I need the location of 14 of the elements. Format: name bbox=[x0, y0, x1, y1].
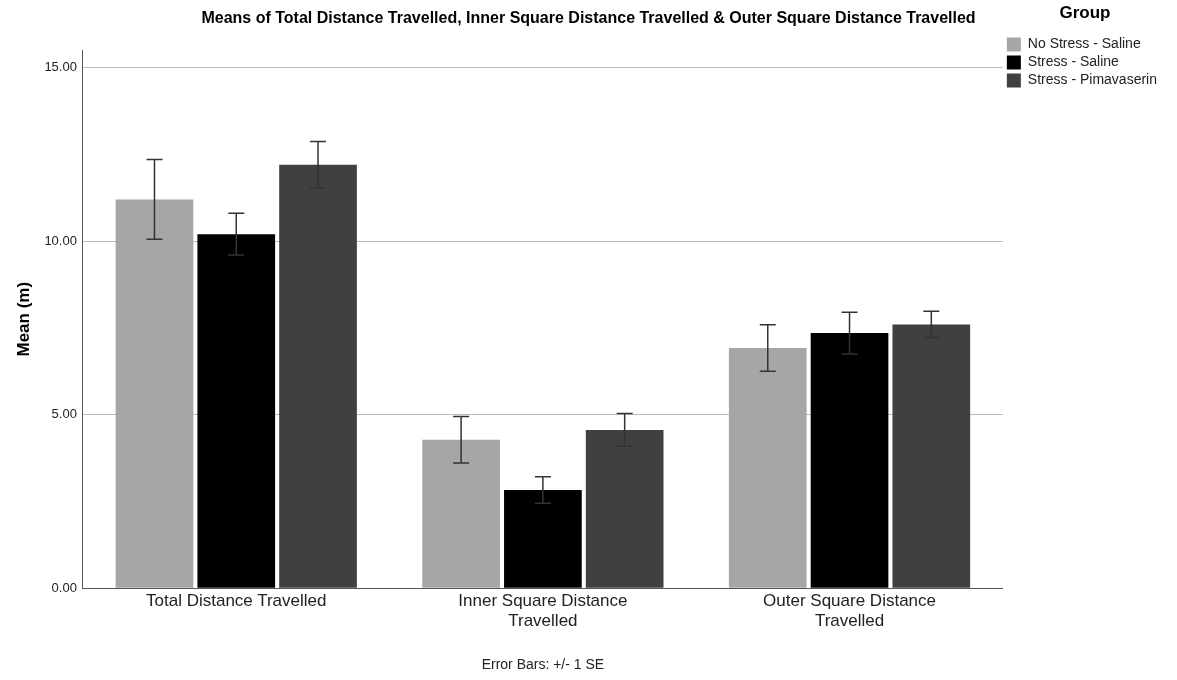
x-tick-label: Outer Square Distance Travelled bbox=[763, 591, 936, 631]
x-tick-label: Total Distance Travelled bbox=[146, 591, 327, 611]
legend-label: Stress - Pimavaserin bbox=[1027, 71, 1158, 88]
legend-title: Group bbox=[1059, 3, 1111, 23]
y-tick-label: 15.00 bbox=[44, 59, 77, 75]
y-axis-title: Mean (m) bbox=[13, 281, 33, 357]
x-tick-label: Inner Square Distance Travelled bbox=[458, 591, 628, 631]
legend-label: Stress - Saline bbox=[1027, 53, 1120, 70]
y-tick-label: 5.00 bbox=[51, 406, 77, 422]
y-tick-label: 0.00 bbox=[51, 579, 77, 595]
legend-label: No Stress - Saline bbox=[1027, 35, 1141, 52]
chart-title: Means of Total Distance Travelled, Inner Square Distance Travelled & Outer Square Distance Travelled bbox=[201, 9, 976, 27]
y-tick-label: 10.00 bbox=[44, 232, 77, 248]
text: Error Bars: +/- 1 SE bbox=[481, 655, 605, 672]
